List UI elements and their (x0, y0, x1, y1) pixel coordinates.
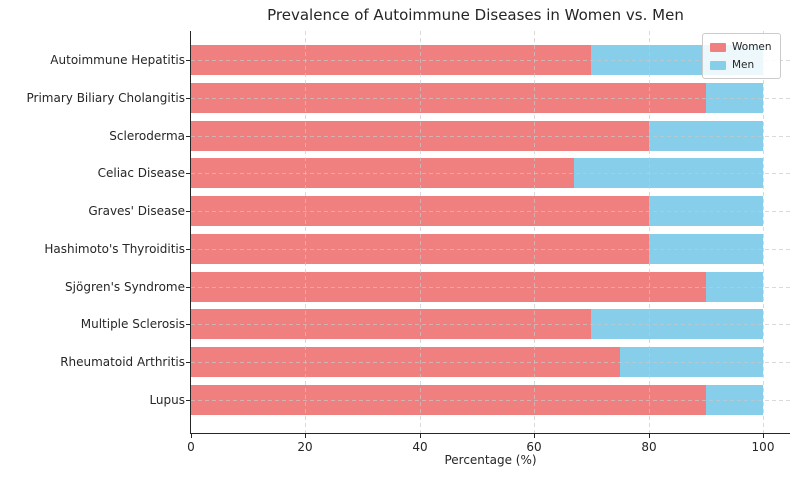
gridline-y (191, 400, 790, 401)
chart-title: Prevalence of Autoimmune Diseases in Wom… (267, 6, 684, 24)
legend-swatch-women (710, 42, 726, 52)
x-tick-label: 40 (412, 440, 428, 454)
y-tick (186, 211, 190, 212)
x-tick-label: 80 (641, 440, 657, 454)
y-tick (186, 173, 190, 174)
gridline-x-20 (305, 31, 306, 433)
legend-item-men: Men (710, 57, 772, 73)
y-axis-line (190, 31, 191, 434)
category-label: Autoimmune Hepatitis (50, 53, 185, 67)
y-tick (186, 362, 190, 363)
gridline-y (191, 60, 790, 61)
x-tick-label: 20 (297, 440, 313, 454)
category-label: Multiple Sclerosis (80, 317, 185, 331)
gridline-y (191, 98, 790, 99)
legend-item-women: Women (710, 39, 772, 55)
x-tick (649, 434, 650, 438)
gridline-y (191, 136, 790, 137)
category-label: Primary Biliary Cholangitis (26, 91, 185, 105)
x-axis-line (190, 433, 790, 434)
y-tick (186, 324, 190, 325)
gridline-y (191, 211, 790, 212)
x-tick-label: 0 (187, 440, 195, 454)
gridline-y (191, 249, 790, 250)
gridline-y (191, 362, 790, 363)
y-tick (186, 136, 190, 137)
y-tick (186, 249, 190, 250)
plot-area: 0 20 40 60 80 100 (186, 31, 790, 454)
gridline-y (191, 287, 790, 288)
gridline-y (191, 324, 790, 325)
x-tick (763, 434, 764, 438)
x-tick (191, 434, 192, 438)
gridline-x-40 (420, 31, 421, 433)
category-label: Rheumatoid Arthritis (60, 355, 185, 369)
category-label: Graves' Disease (88, 204, 185, 218)
legend-swatch-men (710, 60, 726, 70)
category-label: Lupus (149, 393, 185, 407)
y-tick (186, 60, 190, 61)
x-tick (420, 434, 421, 438)
gridline-x-60 (534, 31, 535, 433)
x-tick (305, 434, 306, 438)
category-label: Scleroderma (109, 129, 185, 143)
y-tick (186, 400, 190, 401)
category-label: Celiac Disease (97, 166, 185, 180)
x-tick-label: 60 (526, 440, 542, 454)
gridline-y (191, 173, 790, 174)
x-axis-title: Percentage (%) (444, 453, 537, 467)
category-label: Sjögren's Syndrome (65, 280, 185, 294)
y-tick (186, 287, 190, 288)
y-tick (186, 98, 190, 99)
legend: Women Men (702, 33, 781, 79)
category-label: Hashimoto's Thyroiditis (44, 242, 185, 256)
x-tick (534, 434, 535, 438)
gridline-x-100 (763, 31, 764, 433)
legend-label: Women (732, 41, 772, 53)
x-tick-label: 100 (751, 440, 775, 454)
gridline-x-80 (649, 31, 650, 433)
legend-label: Men (732, 59, 755, 71)
